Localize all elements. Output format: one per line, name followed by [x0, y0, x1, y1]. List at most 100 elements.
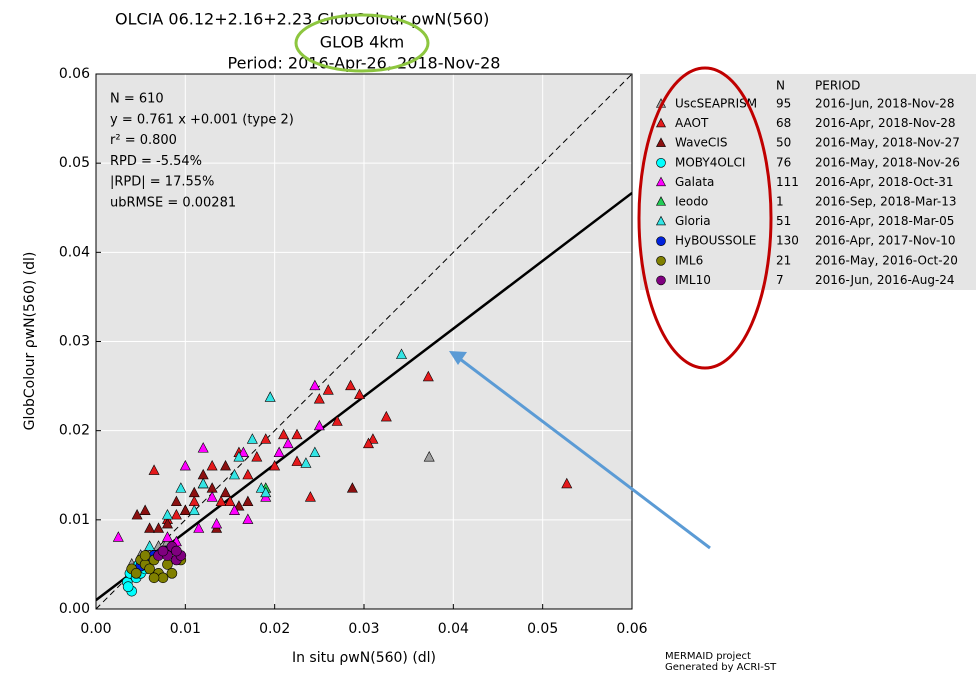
chart-subtitle: GLOB 4km [320, 33, 404, 52]
legend-marker [656, 215, 666, 226]
point [153, 522, 165, 533]
point [561, 477, 573, 489]
stat-line: |RPD| = 17.55% [110, 175, 214, 190]
x-tick-label: 0.06 [616, 621, 647, 637]
legend-period: 2016-May, 2016-Oct-20 [815, 253, 958, 267]
point [220, 486, 232, 498]
point [260, 486, 272, 498]
point [211, 517, 223, 529]
legend-period: 2016-Apr, 2018-Nov-28 [815, 116, 956, 130]
point [228, 468, 240, 480]
legend-period: 2016-Sep, 2018-Mar-13 [815, 195, 956, 209]
x-tick-label: 0.00 [80, 621, 111, 637]
point [179, 504, 191, 515]
point [273, 446, 285, 458]
legend-label: WaveCIS [675, 136, 727, 150]
point [354, 388, 366, 400]
footer: MERMAID project [665, 651, 751, 662]
x-tick-label: 0.05 [527, 621, 558, 637]
point [144, 540, 156, 551]
point [179, 459, 191, 471]
point [233, 500, 245, 511]
legend-label: HyBOUSSOLE [675, 234, 756, 248]
point [224, 495, 236, 507]
legend-n: 130 [776, 234, 799, 248]
legend-n: 51 [776, 214, 791, 228]
legend-label: IML10 [675, 273, 711, 287]
x-tick-label: 0.01 [170, 621, 201, 637]
point [380, 410, 392, 422]
x-tick-label: 0.04 [438, 621, 469, 637]
point [148, 572, 160, 584]
point [131, 508, 143, 520]
point [291, 428, 303, 440]
legend-n: 7 [776, 273, 784, 287]
point [162, 559, 173, 570]
legend-period: 2016-Jun, 2016-Aug-24 [815, 273, 955, 287]
stat-line: y = 0.761 x +0.001 (type 2) [110, 112, 294, 127]
arrow-head [449, 351, 467, 365]
point [345, 379, 357, 391]
stat-line: RPD = -5.54% [110, 154, 202, 169]
legend-label: Gloria [675, 214, 711, 228]
chart-title: OLCIA 06.12+2.16+2.23 GlobColour ρwN(560… [115, 10, 489, 29]
legend-n: 21 [776, 253, 791, 267]
point [322, 384, 334, 395]
stat-line: N = 610 [110, 92, 164, 107]
period: Period: 2016-Apr-26, 2018-Nov-28 [228, 54, 501, 73]
one-to-one-line [96, 74, 632, 609]
footer: Generated by ACRI-ST [665, 662, 777, 673]
legend-n: 68 [776, 116, 791, 130]
point [260, 433, 272, 444]
point [188, 504, 200, 515]
point [269, 459, 281, 471]
point [197, 442, 209, 453]
stat-line: r² = 0.800 [110, 133, 177, 148]
legend-label: AAOT [675, 116, 709, 130]
points [112, 348, 573, 597]
point [278, 428, 290, 440]
point [309, 379, 321, 391]
point [309, 446, 321, 458]
point [304, 491, 316, 502]
point [423, 451, 435, 462]
y-tick-label: 0.05 [59, 155, 90, 171]
y-tick-label: 0.01 [59, 512, 90, 528]
point [215, 495, 227, 507]
legend-label: Galata [675, 175, 714, 189]
point [396, 348, 408, 359]
point [251, 451, 263, 462]
y-tick-label: 0.06 [59, 66, 90, 82]
point [246, 433, 258, 444]
legend-marker [656, 236, 666, 246]
point [220, 459, 232, 471]
point [237, 446, 249, 458]
arrow [459, 357, 711, 550]
point [313, 419, 325, 431]
point [228, 504, 240, 515]
point [148, 464, 160, 475]
point [197, 477, 209, 489]
stat-line: ubRMSE = 0.00281 [110, 196, 236, 211]
legend-period: 2016-Apr, 2018-Mar-05 [815, 214, 954, 228]
point [362, 437, 374, 449]
point [161, 531, 173, 542]
legend-n: 111 [776, 175, 799, 189]
legend-period: 2016-May, 2018-Nov-27 [815, 136, 960, 150]
legend-marker [656, 275, 666, 286]
point [206, 459, 218, 471]
legend-header: PERIOD [815, 79, 860, 93]
legend-period: 2016-May, 2018-Nov-26 [815, 155, 960, 169]
legend-n: 1 [776, 195, 784, 209]
point [122, 581, 134, 593]
point [282, 437, 294, 449]
legend-marker [656, 137, 666, 147]
point [346, 482, 358, 493]
point [112, 531, 124, 542]
point [242, 513, 254, 524]
y-tick-label: 0.00 [59, 601, 90, 617]
legend-marker [656, 255, 666, 266]
x-tick-label: 0.02 [259, 621, 290, 637]
point [255, 482, 267, 493]
